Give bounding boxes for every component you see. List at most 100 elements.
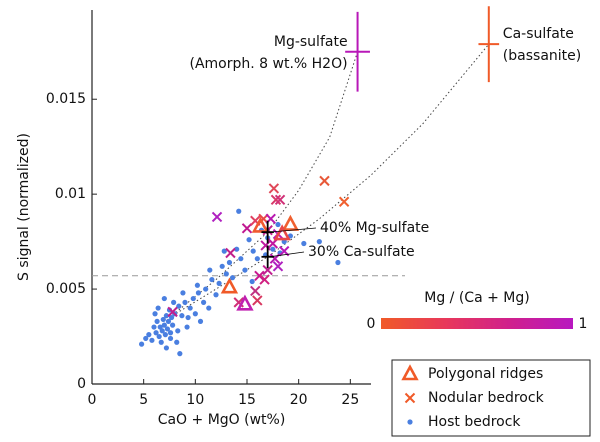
host-point: [270, 246, 276, 252]
x-axis-label: CaO + MgO (wt%): [158, 412, 286, 428]
host-point: [158, 339, 164, 345]
x-tick-label: 5: [139, 392, 148, 408]
host-point: [246, 237, 252, 243]
host-point: [160, 316, 166, 323]
y-tick-label: 0.015: [46, 91, 86, 107]
host-point: [229, 275, 236, 281]
host-point: [190, 295, 196, 302]
host-point: [164, 326, 171, 332]
host-point: [154, 318, 160, 324]
nodular-point: [241, 223, 253, 234]
nodular-point: [274, 194, 286, 206]
annotation-label: 40% Mg-sulfate: [320, 220, 429, 236]
x-tick-label: 20: [290, 392, 308, 408]
ridge-point: [273, 224, 291, 241]
nodular-point: [338, 196, 350, 207]
leader-line: [269, 251, 305, 258]
host-point: [174, 339, 180, 345]
host-point: [206, 305, 212, 311]
x-tick-label: 25: [341, 392, 359, 408]
mixing-curve: [169, 43, 490, 318]
host-point: [157, 324, 163, 330]
nodular-point: [319, 175, 330, 187]
nodular-point: [270, 194, 282, 206]
endmember-label: Ca-sulfate: [503, 26, 574, 42]
colorbar-label: Mg / (Ca + Mg): [424, 290, 529, 306]
host-point: [250, 248, 256, 254]
host-point: [177, 351, 183, 357]
host-point: [171, 299, 177, 305]
x-tick-label: 0: [88, 392, 97, 408]
nodular-point: [225, 247, 236, 259]
legend-marker: [407, 419, 413, 425]
legend-label: Nodular bedrock: [428, 390, 545, 406]
colorbar-tick: 0: [367, 316, 376, 332]
legend-marker: [401, 364, 419, 381]
host-point: [213, 292, 219, 298]
host-point: [207, 267, 213, 273]
host-point: [234, 246, 240, 252]
legend-marker: [404, 392, 416, 404]
nodular-point: [260, 240, 271, 251]
host-point: [180, 290, 186, 296]
host-point: [187, 305, 193, 311]
host-point: [203, 286, 209, 292]
host-point: [216, 280, 222, 286]
mixing-curve: [169, 51, 359, 318]
host-point: [238, 256, 244, 262]
host-point: [153, 330, 159, 336]
host-point: [165, 318, 172, 324]
host-point: [195, 290, 202, 296]
colorbar-tick: 1: [579, 316, 588, 332]
host-point: [139, 341, 145, 347]
host-point: [236, 208, 242, 214]
host-point: [168, 314, 175, 321]
x-tick-label: 10: [186, 392, 204, 408]
nodular-point: [262, 264, 273, 276]
annotation-label: 30% Ca-sulfate: [308, 244, 415, 260]
legend-label: Polygonal ridges: [428, 366, 543, 382]
host-point: [161, 322, 167, 328]
host-point: [192, 311, 198, 317]
ridge-point: [236, 294, 254, 311]
host-point: [301, 240, 307, 247]
host-point: [197, 318, 204, 324]
x-tick-label: 15: [238, 392, 256, 408]
host-point: [275, 221, 281, 228]
host-point: [223, 271, 229, 277]
endmember-label: Mg-sulfate: [274, 34, 348, 50]
nodular-point: [167, 306, 178, 318]
nodular-point: [211, 211, 223, 223]
host-point: [176, 303, 182, 309]
host-point: [335, 259, 341, 266]
host-point: [182, 299, 188, 305]
nodular-point: [259, 274, 270, 285]
host-point: [175, 328, 181, 334]
host-point: [254, 256, 260, 262]
host-point: [156, 333, 162, 340]
ridge-point: [220, 277, 239, 294]
host-point: [209, 276, 215, 283]
host-point: [201, 299, 207, 305]
nodular-point: [252, 295, 263, 306]
host-point: [143, 335, 149, 342]
nodular-point: [268, 183, 280, 194]
host-point: [219, 263, 225, 269]
endmember-label: (Amorph. 8 wt.% H2O): [189, 56, 347, 72]
endmember-label: (bassanite): [503, 48, 581, 64]
host-point: [162, 332, 168, 338]
host-point: [167, 335, 174, 342]
y-tick-label: 0.01: [55, 186, 86, 202]
leader-line: [269, 227, 317, 233]
host-point: [179, 313, 185, 319]
host-point: [242, 267, 248, 273]
host-point: [152, 311, 158, 317]
host-point: [249, 278, 255, 285]
colorbar: [381, 318, 573, 329]
host-point: [163, 313, 169, 319]
ridge-point: [251, 216, 270, 233]
nodular-point: [272, 261, 284, 272]
host-point: [146, 332, 152, 338]
nodular-point: [267, 238, 279, 249]
